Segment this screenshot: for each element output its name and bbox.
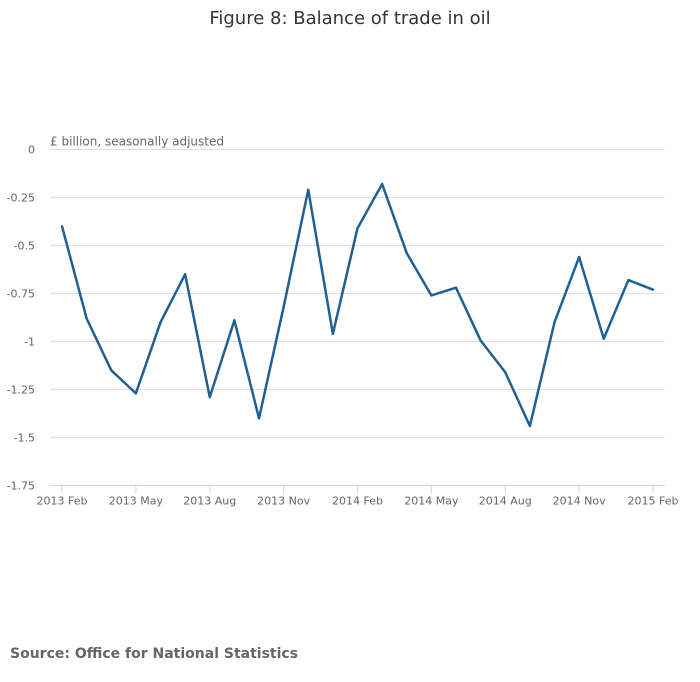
x-tick-label: 2014 Aug (479, 495, 532, 508)
x-tick-label: 2013 Feb (37, 495, 88, 508)
data-point (331, 332, 335, 336)
y-axis-label: £ billion, seasonally adjusted (50, 135, 224, 149)
y-tick-label: -1.75 (7, 480, 35, 493)
data-point (553, 321, 556, 324)
chart-title: Figure 8: Balance of trade in oil (209, 8, 491, 29)
data-point (183, 273, 187, 276)
y-tick-label: -1.25 (7, 384, 35, 397)
y-tick-label: -1.5 (14, 432, 35, 445)
y-tick-label: -1 (24, 336, 35, 349)
x-tick-label: 2014 May (404, 495, 459, 508)
data-point (577, 255, 581, 259)
data-point (307, 188, 310, 192)
data-point (60, 225, 64, 228)
x-tick-label: 2013 May (109, 495, 164, 508)
data-point (282, 305, 285, 309)
y-tick-label: 0 (28, 144, 35, 157)
source-note: Source: Office for National Statistics (10, 646, 299, 662)
x-tick-label: 2013 Aug (183, 495, 236, 508)
data-point (233, 319, 236, 322)
x-tick-label: 2014 Nov (553, 495, 606, 508)
data-point (405, 251, 408, 255)
y-tick-label: -0.5 (14, 240, 35, 253)
data-point (208, 395, 211, 399)
data-point (627, 278, 630, 282)
x-tick-label: 2015 Feb (628, 495, 679, 508)
data-point (85, 317, 88, 320)
x-tick-label: 2014 Feb (332, 495, 383, 508)
data-point (257, 417, 261, 420)
data-point (134, 392, 138, 395)
y-tick-label: -0.75 (7, 288, 35, 301)
data-point (380, 182, 384, 186)
data-point (479, 339, 482, 342)
x-tick-label: 2013 Nov (257, 495, 310, 508)
data-point (602, 337, 605, 340)
data-point (651, 288, 655, 291)
data-point (356, 227, 359, 230)
data-point (430, 294, 433, 297)
data-point (528, 424, 532, 428)
y-tick-label: -0.25 (7, 192, 35, 205)
data-point (454, 286, 458, 289)
data-point (110, 369, 113, 372)
data-point (159, 321, 162, 324)
data-point (504, 371, 507, 374)
